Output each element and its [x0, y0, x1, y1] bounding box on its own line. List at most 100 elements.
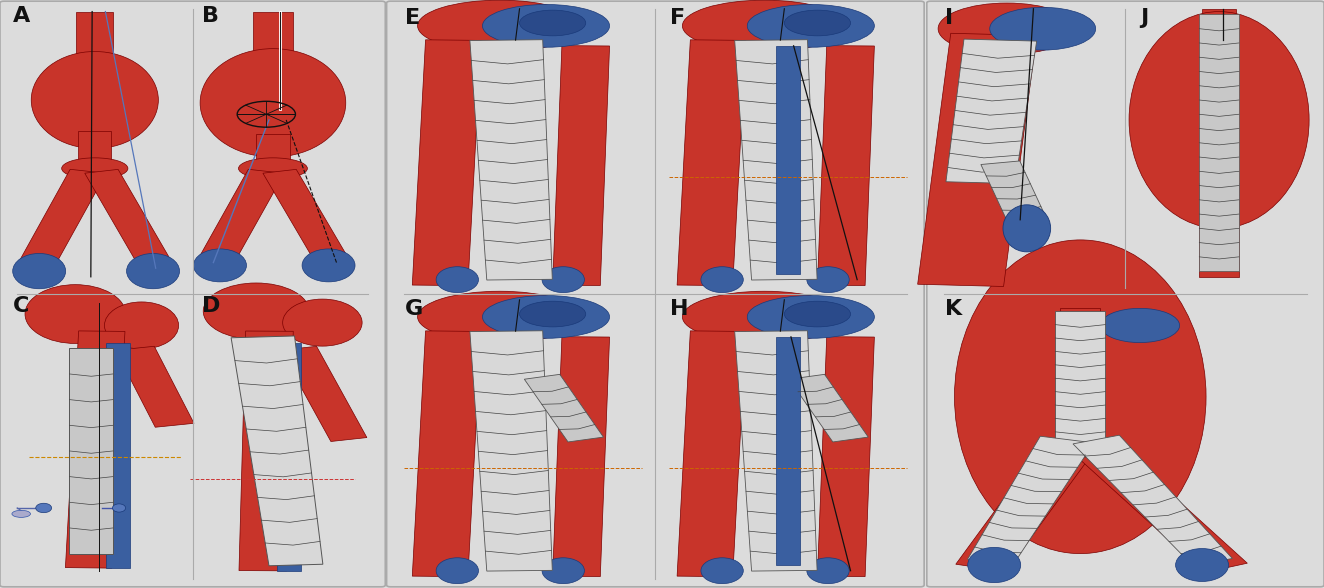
Ellipse shape — [436, 267, 478, 293]
Ellipse shape — [193, 249, 246, 282]
FancyBboxPatch shape — [393, 295, 653, 584]
Polygon shape — [277, 343, 301, 571]
Polygon shape — [256, 134, 290, 166]
Ellipse shape — [747, 5, 874, 47]
Ellipse shape — [105, 302, 179, 349]
Polygon shape — [1055, 311, 1106, 445]
Polygon shape — [195, 169, 285, 270]
Ellipse shape — [955, 240, 1206, 554]
Ellipse shape — [990, 7, 1096, 50]
Polygon shape — [78, 131, 111, 166]
Polygon shape — [470, 40, 552, 280]
Polygon shape — [735, 331, 817, 571]
Polygon shape — [735, 40, 817, 280]
Polygon shape — [817, 46, 874, 286]
FancyBboxPatch shape — [927, 1, 1324, 587]
FancyBboxPatch shape — [1128, 4, 1317, 293]
Polygon shape — [65, 331, 124, 568]
Ellipse shape — [283, 299, 363, 346]
Polygon shape — [552, 46, 609, 286]
Polygon shape — [981, 161, 1046, 222]
Polygon shape — [470, 331, 552, 571]
Polygon shape — [412, 331, 481, 577]
Ellipse shape — [203, 283, 308, 339]
Text: B: B — [201, 6, 218, 26]
Ellipse shape — [784, 10, 850, 36]
Ellipse shape — [302, 249, 355, 282]
Polygon shape — [253, 12, 293, 63]
Text: E: E — [405, 8, 420, 28]
Polygon shape — [776, 337, 800, 565]
Ellipse shape — [968, 547, 1021, 583]
Ellipse shape — [482, 296, 609, 338]
Ellipse shape — [542, 558, 584, 584]
Ellipse shape — [700, 558, 743, 584]
FancyBboxPatch shape — [933, 295, 1317, 584]
Polygon shape — [1200, 183, 1239, 277]
Ellipse shape — [1129, 12, 1309, 228]
FancyBboxPatch shape — [196, 4, 379, 293]
Polygon shape — [412, 40, 481, 286]
Polygon shape — [115, 346, 195, 427]
Polygon shape — [85, 169, 177, 276]
Ellipse shape — [682, 0, 846, 52]
Ellipse shape — [32, 52, 159, 149]
Ellipse shape — [62, 158, 128, 179]
Polygon shape — [776, 46, 800, 274]
Ellipse shape — [519, 10, 585, 36]
FancyBboxPatch shape — [7, 295, 191, 584]
FancyBboxPatch shape — [658, 295, 918, 584]
Ellipse shape — [519, 301, 585, 327]
Polygon shape — [945, 39, 1037, 183]
Polygon shape — [552, 337, 609, 577]
Ellipse shape — [1176, 549, 1229, 582]
Ellipse shape — [238, 158, 307, 179]
Polygon shape — [524, 375, 604, 442]
Text: H: H — [670, 299, 688, 319]
Ellipse shape — [482, 5, 609, 47]
Polygon shape — [968, 436, 1094, 565]
FancyBboxPatch shape — [196, 295, 379, 584]
Text: C: C — [13, 296, 29, 316]
Ellipse shape — [700, 267, 743, 293]
Ellipse shape — [13, 253, 66, 289]
FancyBboxPatch shape — [0, 1, 385, 587]
Ellipse shape — [417, 291, 581, 343]
FancyBboxPatch shape — [933, 4, 1123, 293]
Polygon shape — [1202, 9, 1237, 40]
Text: A: A — [13, 6, 30, 26]
Polygon shape — [77, 12, 114, 63]
Text: D: D — [201, 296, 220, 316]
Ellipse shape — [127, 253, 180, 289]
Polygon shape — [789, 375, 869, 442]
Ellipse shape — [806, 558, 849, 584]
Polygon shape — [956, 450, 1090, 572]
Text: J: J — [1140, 8, 1148, 28]
Polygon shape — [817, 337, 874, 577]
Polygon shape — [232, 336, 323, 566]
Polygon shape — [240, 331, 293, 571]
Ellipse shape — [436, 558, 478, 584]
Ellipse shape — [12, 510, 30, 517]
Polygon shape — [677, 331, 745, 577]
FancyBboxPatch shape — [387, 1, 924, 587]
Polygon shape — [281, 346, 367, 442]
Ellipse shape — [542, 267, 584, 293]
Polygon shape — [1061, 308, 1100, 340]
Polygon shape — [1072, 435, 1233, 566]
Ellipse shape — [806, 267, 849, 293]
FancyBboxPatch shape — [393, 4, 653, 293]
Text: G: G — [405, 299, 424, 319]
Polygon shape — [1079, 449, 1247, 573]
Ellipse shape — [747, 296, 874, 338]
Ellipse shape — [200, 49, 346, 157]
Ellipse shape — [1004, 205, 1051, 252]
Polygon shape — [69, 348, 113, 554]
Polygon shape — [263, 169, 354, 270]
FancyBboxPatch shape — [7, 4, 191, 293]
Ellipse shape — [417, 0, 581, 52]
Polygon shape — [13, 169, 106, 276]
Ellipse shape — [682, 291, 846, 343]
Text: F: F — [670, 8, 685, 28]
Text: K: K — [945, 299, 963, 319]
